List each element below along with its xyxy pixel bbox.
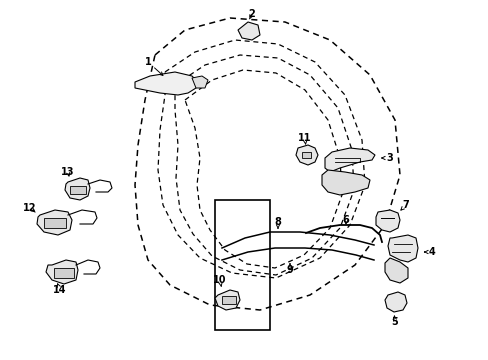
- Polygon shape: [215, 290, 240, 310]
- Polygon shape: [384, 292, 406, 312]
- Text: 4: 4: [428, 247, 434, 257]
- Text: 3: 3: [386, 153, 392, 163]
- Bar: [215, 200, 269, 330]
- Polygon shape: [238, 22, 260, 40]
- Text: 9: 9: [286, 265, 293, 275]
- Polygon shape: [387, 235, 417, 262]
- Text: 8: 8: [274, 217, 281, 227]
- Text: 12: 12: [23, 203, 37, 213]
- Polygon shape: [325, 148, 374, 172]
- Polygon shape: [375, 210, 399, 232]
- Text: 11: 11: [298, 133, 311, 143]
- Polygon shape: [295, 145, 317, 165]
- Polygon shape: [384, 258, 407, 283]
- Polygon shape: [54, 268, 74, 278]
- Polygon shape: [222, 296, 236, 304]
- Polygon shape: [46, 260, 78, 284]
- Polygon shape: [70, 186, 86, 194]
- Text: 2: 2: [248, 9, 255, 19]
- Text: 6: 6: [342, 215, 348, 225]
- Polygon shape: [321, 170, 369, 195]
- Polygon shape: [135, 72, 198, 95]
- Polygon shape: [302, 152, 310, 158]
- Text: 5: 5: [391, 317, 398, 327]
- Polygon shape: [192, 76, 207, 88]
- Text: 1: 1: [144, 57, 151, 67]
- Polygon shape: [65, 178, 90, 200]
- Polygon shape: [44, 218, 66, 228]
- Text: 10: 10: [213, 275, 226, 285]
- Text: 7: 7: [402, 200, 408, 210]
- Text: 14: 14: [53, 285, 67, 295]
- Polygon shape: [37, 210, 72, 235]
- Text: 13: 13: [61, 167, 75, 177]
